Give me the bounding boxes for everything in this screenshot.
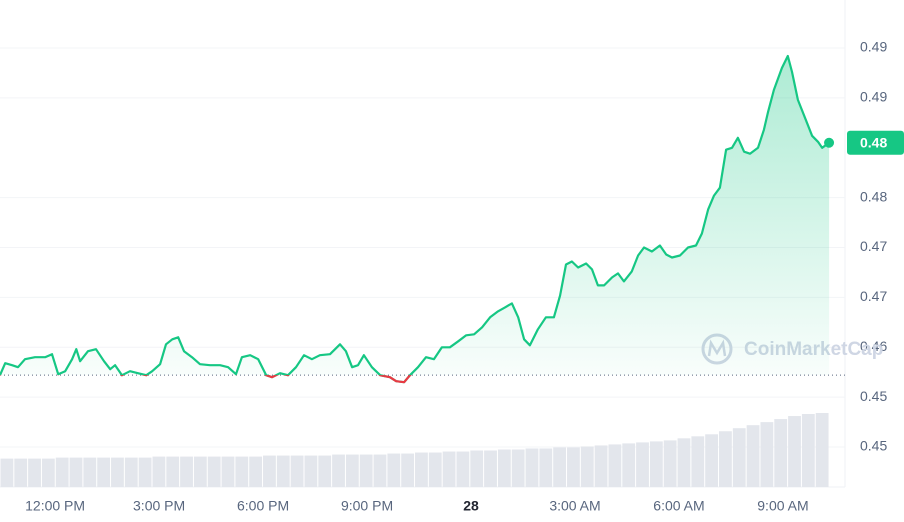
- x-tick-label: 9:00 AM: [757, 498, 808, 514]
- volume-bar: [263, 455, 276, 487]
- volume-bar: [401, 453, 415, 487]
- volume-bar: [553, 447, 567, 487]
- volume-bar: [415, 452, 428, 487]
- volume-bar: [0, 458, 14, 487]
- volume-bar: [111, 457, 124, 487]
- volume-bar: [636, 442, 649, 487]
- volume-bar: [801, 414, 815, 487]
- volume-bar: [318, 455, 332, 487]
- y-tick-label: 0.47: [860, 238, 887, 254]
- volume-bar: [580, 446, 594, 487]
- volume-bar: [525, 448, 539, 487]
- volume-bar: [97, 457, 111, 487]
- volume-bar: [691, 436, 705, 487]
- volume-bar: [304, 455, 318, 487]
- volume-bar: [55, 457, 69, 487]
- last-point: [824, 137, 835, 148]
- volume-bar: [428, 452, 442, 487]
- volume-bar: [470, 450, 484, 487]
- volume-bar: [221, 456, 235, 487]
- y-tick-label: 0.47: [860, 288, 887, 304]
- volume-bar: [345, 454, 359, 487]
- price-line: [0, 54, 830, 384]
- volume-bar: [290, 455, 304, 487]
- x-tick-label: 3:00 AM: [549, 498, 600, 514]
- volume-bar: [567, 447, 580, 487]
- volume-bar: [719, 431, 732, 487]
- price-badge: [847, 130, 904, 155]
- volume-bar: [69, 457, 83, 487]
- volume-bar: [124, 457, 138, 487]
- volume-bar: [207, 456, 221, 487]
- x-tick-label: 6:00 AM: [653, 498, 704, 514]
- volume-bar: [539, 448, 553, 487]
- volume-bar: [746, 425, 760, 487]
- x-tick-label: 6:00 PM: [237, 498, 289, 514]
- volume-bar: [373, 454, 387, 487]
- volume-bar: [83, 457, 97, 487]
- volume-bar: [760, 422, 774, 487]
- volume-bar: [138, 457, 152, 487]
- volume-bar: [511, 449, 525, 487]
- volume-bar: [359, 454, 373, 487]
- volume-bar: [732, 428, 746, 487]
- volume-bar: [663, 440, 677, 487]
- volume-bar: [332, 454, 345, 487]
- volume-bar: [608, 444, 622, 487]
- volume-bar: [249, 456, 263, 487]
- volume-bar: [774, 419, 788, 487]
- volume-bar: [180, 456, 193, 487]
- y-tick-label: 0.45: [860, 388, 887, 404]
- volume-bar: [649, 441, 663, 487]
- volume-bar: [442, 451, 456, 487]
- volume-bar: [456, 451, 470, 487]
- volume-bar: [28, 458, 41, 487]
- y-tick-label: 0.48: [860, 188, 887, 204]
- volume-bar: [788, 416, 801, 487]
- volume-bar: [152, 456, 166, 487]
- price-area: [0, 56, 830, 376]
- volume-bar: [677, 438, 691, 487]
- y-tick-label: 0.49: [860, 39, 887, 55]
- x-tick-label: 9:00 PM: [341, 498, 393, 514]
- volume-bar: [276, 455, 290, 487]
- x-tick-label: 3:00 PM: [133, 498, 185, 514]
- y-tick-label: 0.45: [860, 438, 887, 454]
- volume-bar: [387, 453, 401, 487]
- volume-bar: [166, 456, 180, 487]
- volume-bar: [497, 449, 511, 487]
- volume-bar: [235, 456, 249, 487]
- volume-bar: [14, 458, 28, 487]
- x-tick-label: 12:00 PM: [25, 498, 85, 514]
- y-tick-label: 0.46: [860, 338, 887, 354]
- volume-bar: [484, 450, 497, 487]
- volume-bar: [193, 456, 207, 487]
- y-tick-label: 0.49: [860, 89, 887, 105]
- volume-bar: [705, 434, 719, 487]
- volume-bar: [594, 445, 608, 487]
- price-badge-label: 0.48: [860, 134, 887, 150]
- volume-bar: [41, 458, 55, 487]
- volume-bar: [815, 413, 829, 487]
- x-tick-label: 28: [463, 498, 479, 514]
- volume-bar: [622, 443, 636, 487]
